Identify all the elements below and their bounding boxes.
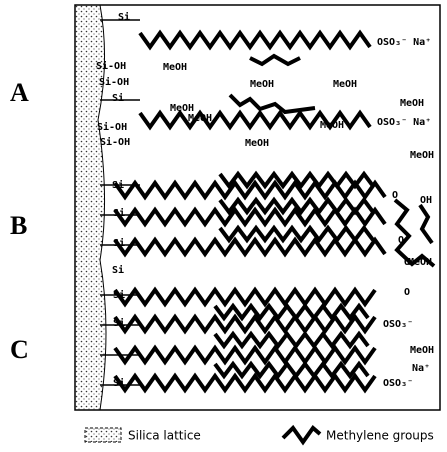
ether-oxygen: O <box>392 190 398 201</box>
section-label: A <box>10 78 29 107</box>
methanol: MeOH <box>250 79 274 90</box>
surface-group: Si <box>118 11 130 23</box>
methanol: MeOH <box>320 120 344 131</box>
surface-group: Si <box>113 317 125 329</box>
methylene-chain <box>138 109 372 131</box>
surface-group: Si <box>113 207 125 219</box>
ether-oxygen: OH <box>420 195 432 206</box>
silica-lattice <box>74 4 107 411</box>
methylene-chain <box>213 302 370 322</box>
head-group: OSO₃⁻ Na⁺ <box>377 117 431 128</box>
ether-chain <box>418 203 434 245</box>
surface-group: Si-OH <box>99 76 129 88</box>
head-group: OSO₃⁻ <box>383 378 413 389</box>
methanol: MeOH <box>410 150 434 161</box>
methylene-chain <box>113 286 377 308</box>
methanol: MeOH <box>170 103 194 114</box>
methylene-chain <box>218 170 375 190</box>
section-label: B <box>10 211 27 240</box>
surface-group: Si-OH <box>100 136 130 148</box>
surface-group: Si <box>112 92 124 104</box>
ether-oxygen: O <box>404 257 410 268</box>
surface-group: Si <box>113 237 125 249</box>
methanol: MeOH <box>163 62 187 73</box>
ether-oxygen: O <box>404 287 410 298</box>
methylene-chain <box>218 224 375 244</box>
methylene-chain <box>113 179 387 201</box>
chains <box>100 19 436 394</box>
head-group: Na⁺ <box>412 363 430 374</box>
surface-group: Si <box>112 264 124 276</box>
surface-group: Si-OH <box>96 60 126 72</box>
methylene-chain <box>213 330 370 350</box>
bent-chain <box>228 93 316 115</box>
bent-chain <box>249 53 301 67</box>
methylene-chain <box>218 196 375 216</box>
methanol: MeOH <box>408 257 432 268</box>
labels: A B C Si Si-OH Si-OH Si Si-OH Si-OH Si Si Si Si Si Si S… <box>10 11 434 443</box>
methanol: MeOH <box>400 98 424 109</box>
section-label: C <box>10 335 29 364</box>
head-group: OSO₃⁻ <box>383 319 413 330</box>
methylene-chain <box>113 236 387 258</box>
head-group: OSO₃⁻ Na⁺ <box>377 37 431 48</box>
methylene-chain <box>138 29 372 51</box>
methanol: MeOH <box>410 345 434 356</box>
ether-oxygen: O <box>398 235 404 246</box>
legend-label: Silica lattice <box>128 429 201 443</box>
ether-chain <box>393 198 436 268</box>
legend-swatch <box>84 427 122 443</box>
methanol: MeOH <box>333 79 357 90</box>
methylene-chain <box>113 372 377 394</box>
methylene-chain <box>113 344 377 366</box>
legend-swatch <box>281 424 322 446</box>
surface-group: Si <box>113 377 125 389</box>
methylene-chain <box>213 360 370 380</box>
methanol: MeOH <box>245 138 269 149</box>
surface-group: Si <box>112 179 124 191</box>
methylene-chain <box>113 206 387 228</box>
methanol: MeOH <box>188 113 212 124</box>
surface-group: Si-OH <box>97 121 127 133</box>
legend-label: Methylene groups <box>326 429 434 443</box>
methylene-chain <box>113 313 377 335</box>
surface-group: Si <box>113 289 125 301</box>
